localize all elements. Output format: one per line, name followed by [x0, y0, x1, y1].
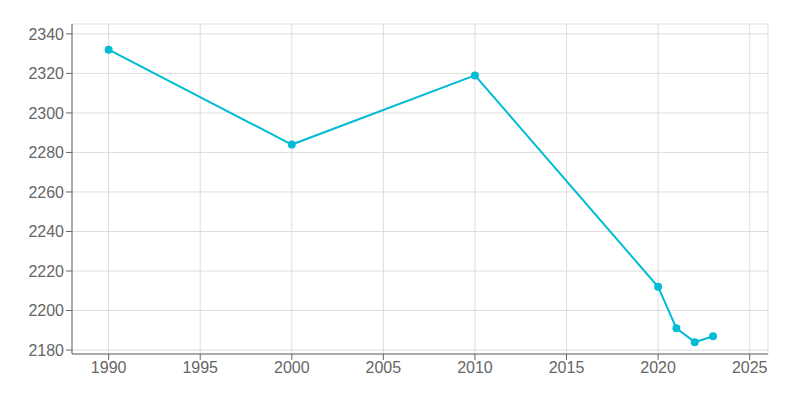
svg-text:2240: 2240 [28, 223, 64, 240]
svg-text:2280: 2280 [28, 144, 64, 161]
svg-text:2340: 2340 [28, 26, 64, 43]
svg-text:2300: 2300 [28, 105, 64, 122]
svg-text:2180: 2180 [28, 342, 64, 359]
svg-text:2220: 2220 [28, 263, 64, 280]
svg-text:2260: 2260 [28, 184, 64, 201]
svg-text:2010: 2010 [457, 359, 493, 376]
svg-text:2015: 2015 [549, 359, 585, 376]
svg-text:2000: 2000 [274, 359, 310, 376]
svg-text:1995: 1995 [182, 359, 218, 376]
svg-text:2200: 2200 [28, 302, 64, 319]
svg-text:2005: 2005 [366, 359, 402, 376]
svg-text:1990: 1990 [91, 359, 127, 376]
svg-text:2320: 2320 [28, 65, 64, 82]
svg-text:2025: 2025 [732, 359, 768, 376]
svg-text:2020: 2020 [640, 359, 676, 376]
